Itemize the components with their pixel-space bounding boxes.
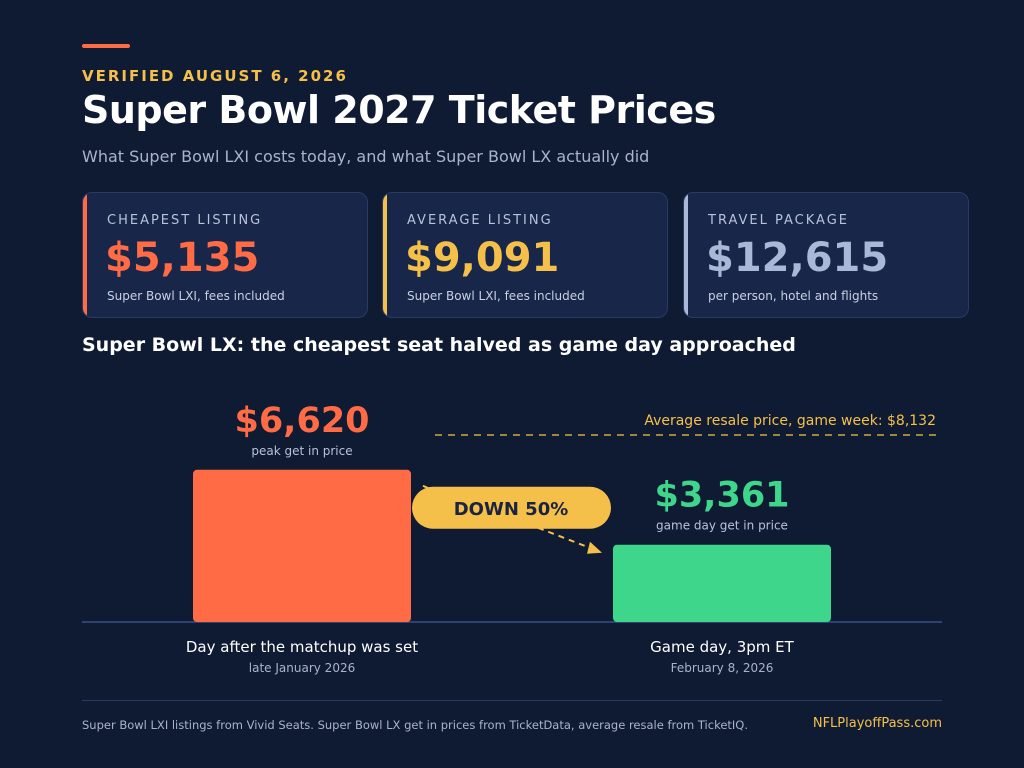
category-label: Day after the matchup was set bbox=[186, 638, 418, 656]
card-label: AVERAGE LISTING bbox=[407, 213, 553, 228]
card-accent-stripe bbox=[383, 193, 387, 317]
reference-line-label: Average resale price, game week: $8,132 bbox=[644, 413, 936, 429]
card-label: CHEAPEST LISTING bbox=[107, 213, 263, 228]
arrow-head bbox=[587, 541, 602, 554]
footer-divider bbox=[82, 700, 942, 701]
card-accent-stripe bbox=[684, 193, 688, 317]
source-note: Super Bowl LXI listings from Vivid Seats… bbox=[82, 718, 749, 732]
category-sublabel: late January 2026 bbox=[249, 661, 355, 675]
data-label: $6,620 bbox=[234, 401, 369, 441]
card-note: Super Bowl LXI, fees included bbox=[107, 289, 285, 303]
data-caption: peak get in price bbox=[251, 444, 352, 458]
card-average-listing: AVERAGE LISTING $9,091 Super Bowl LXI, f… bbox=[382, 192, 668, 318]
category-label: Game day, 3pm ET bbox=[650, 638, 794, 656]
page-title: Super Bowl 2027 Ticket Prices bbox=[82, 88, 716, 132]
brand-link[interactable]: NFLPlayoffPass.com bbox=[812, 716, 942, 731]
card-value: $12,615 bbox=[706, 235, 889, 281]
badge-label: DOWN 50% bbox=[454, 499, 569, 520]
card-cheapest-listing: CHEAPEST LISTING $5,135 Super Bowl LXI, … bbox=[82, 192, 368, 318]
verified-date: VERIFIED AUGUST 6, 2026 bbox=[82, 67, 348, 85]
bar-1 bbox=[193, 469, 411, 622]
data-caption: game day get in price bbox=[656, 519, 788, 533]
card-accent-stripe bbox=[83, 193, 87, 317]
data-label: $3,361 bbox=[654, 476, 789, 516]
card-travel-package: TRAVEL PACKAGE $12,615 per person, hotel… bbox=[683, 192, 969, 318]
card-label: TRAVEL PACKAGE bbox=[708, 213, 849, 228]
accent-bar bbox=[82, 44, 130, 48]
card-value: $5,135 bbox=[105, 235, 260, 281]
category-sublabel: February 8, 2026 bbox=[671, 661, 774, 675]
bar-2 bbox=[613, 544, 831, 622]
card-note: per person, hotel and flights bbox=[708, 289, 879, 303]
badge-pill bbox=[412, 486, 611, 529]
page-subtitle: What Super Bowl LXI costs today, and wha… bbox=[82, 147, 650, 166]
card-note: Super Bowl LXI, fees included bbox=[407, 289, 585, 303]
change-badge: DOWN 50% bbox=[412, 484, 611, 554]
arrow-segment bbox=[537, 526, 593, 550]
chart-title: Super Bowl LX: the cheapest seat halved … bbox=[82, 334, 796, 356]
card-value: $9,091 bbox=[405, 235, 560, 281]
